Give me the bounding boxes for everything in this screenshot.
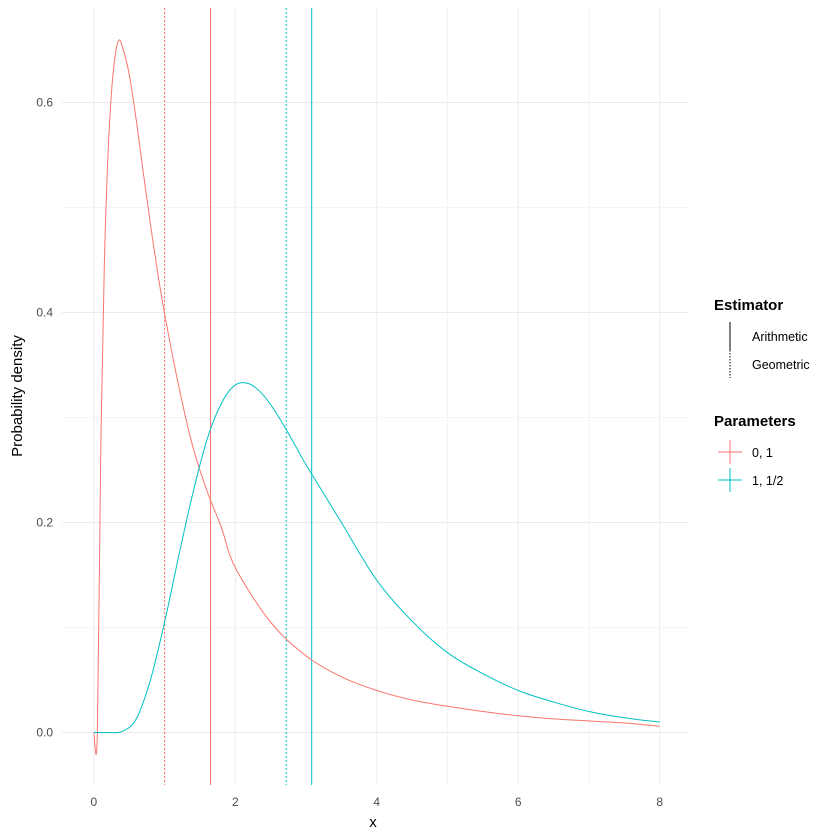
legend-estimator: Estimator Arithmetic Geometric bbox=[714, 297, 810, 378]
y-axis-ticks: 0.0 0.2 0.4 0.6 bbox=[36, 96, 53, 740]
x-tick-label: 8 bbox=[656, 795, 663, 809]
density-curve-series-2 bbox=[93, 382, 660, 734]
x-tick-label: 6 bbox=[515, 795, 522, 809]
y-tick-label: 0.2 bbox=[36, 516, 53, 530]
legend-parameters: Parameters 0, 1 1, 1/2 bbox=[714, 413, 796, 492]
legend-label: Geometric bbox=[752, 358, 810, 372]
y-tick-label: 0.4 bbox=[36, 306, 53, 320]
legend-title: Parameters bbox=[714, 413, 796, 430]
density-curves bbox=[93, 39, 660, 755]
x-tick-label: 4 bbox=[373, 795, 380, 809]
estimator-lines bbox=[164, 8, 313, 785]
x-tick-label: 0 bbox=[90, 795, 97, 809]
legend-label: 1, 1/2 bbox=[752, 474, 783, 488]
y-axis-title: Probability density bbox=[9, 335, 26, 457]
legend-label: Arithmetic bbox=[752, 330, 808, 344]
y-tick-label: 0.0 bbox=[36, 726, 53, 740]
density-curve-series-1 bbox=[93, 39, 660, 755]
grid-lines bbox=[62, 8, 688, 785]
x-axis-title: x bbox=[369, 814, 377, 831]
x-tick-label: 2 bbox=[232, 795, 239, 809]
x-axis-ticks: 0 2 4 6 8 bbox=[90, 795, 663, 809]
legend-title: Estimator bbox=[714, 297, 783, 314]
y-tick-label: 0.6 bbox=[36, 96, 53, 110]
legend-label: 0, 1 bbox=[752, 446, 773, 460]
legend: Estimator Arithmetic Geometric Parameters 0,… bbox=[714, 297, 810, 492]
